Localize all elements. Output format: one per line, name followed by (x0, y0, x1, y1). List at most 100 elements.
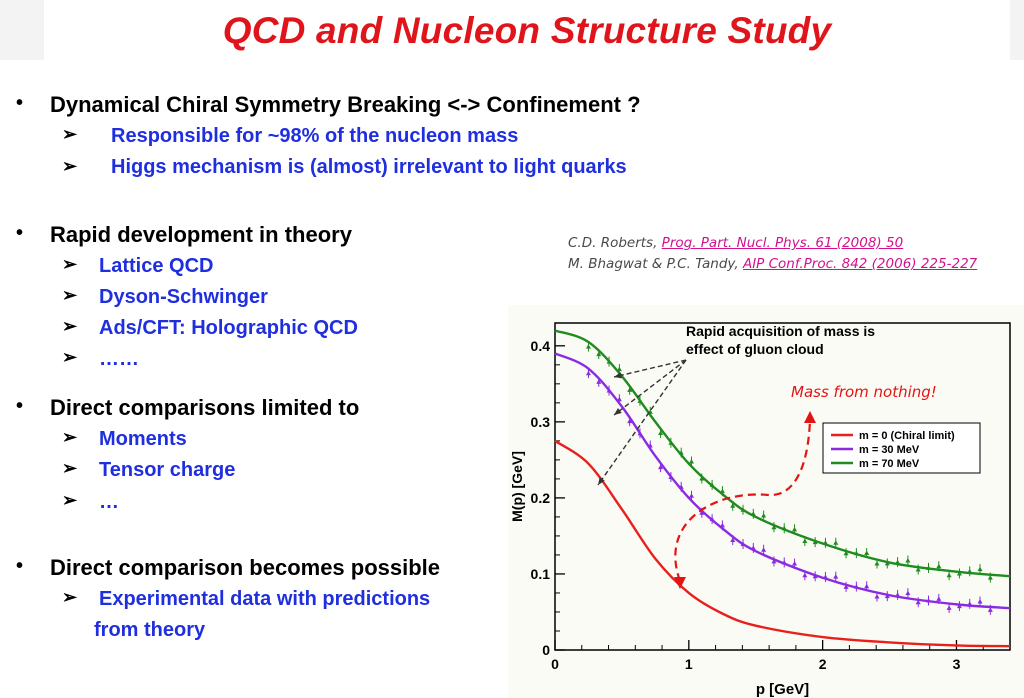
data-point-marker (730, 503, 736, 508)
data-point-marker (750, 511, 756, 516)
data-point-marker (864, 550, 870, 556)
data-point-marker (658, 430, 664, 435)
data-point-marker (668, 474, 674, 480)
sub-item-continuation: from theory (94, 619, 206, 641)
data-point-marker (596, 351, 602, 357)
reference-line: C.D. Roberts, Prog. Part. Nucl. Phys. 61… (568, 235, 904, 251)
bullet-text: Direct comparison becomes possible (50, 555, 441, 580)
reference-link[interactable]: AIP Conf.Proc. 842 (2006) 225-227 (742, 256, 978, 272)
series-line-m0 (554, 439, 1011, 648)
sub-item: Higgs mechanism is (almost) irrelevant t… (111, 156, 627, 178)
data-point-marker (802, 572, 808, 578)
data-point-marker (853, 550, 859, 556)
data-point-marker (967, 601, 973, 606)
mass-function-chart: 0 0.1 0.2 0.3 0.4 0 1 2 3 p [GeV] M(p) [GeV] m = 0 … (508, 305, 1024, 698)
callout-arrowhead (614, 372, 622, 379)
bullet-text: Dynamical Chiral Symmetry Breaking <-> C… (50, 92, 641, 117)
data-point-marker (792, 561, 798, 566)
arrow-bullet-icon: ➢ (62, 347, 78, 367)
data-point-marker (905, 557, 911, 563)
data-point-marker (822, 540, 828, 545)
data-point-marker (761, 512, 767, 518)
data-point-marker (585, 370, 591, 376)
x-tick-label: 1 (685, 656, 693, 672)
data-point-marker (668, 440, 674, 445)
callout-text: Rapid acquisition of mass is (686, 323, 875, 339)
data-point-marker (802, 538, 808, 544)
arrow-bullet-icon: ➢ (62, 587, 78, 607)
x-tick-label: 2 (819, 656, 827, 672)
callout-arrowhead (598, 477, 605, 485)
data-point-marker (874, 594, 880, 599)
callout-arrowhead (614, 408, 622, 415)
data-point-marker (884, 560, 890, 566)
mass-from-nothing-annotation: Mass from nothing! (791, 383, 937, 401)
data-point-marker (967, 568, 973, 574)
data-point-marker (884, 593, 890, 599)
data-point-marker (915, 566, 921, 572)
reference-link[interactable]: Prog. Part. Nucl. Phys. 61 (2008) 50 (661, 235, 904, 251)
data-point-marker (730, 537, 736, 543)
data-point-marker (895, 592, 901, 597)
arrow-bullet-icon: ➢ (62, 254, 78, 274)
arrow-bullet-icon: ➢ (62, 427, 78, 447)
bullet-direct-comparison-possible: • Direct comparison becomes possible (16, 555, 441, 581)
sub-item: Responsible for ~98% of the nucleon mass (111, 125, 519, 147)
bullet-direct-comparisons: • Direct comparisons limited to (16, 395, 360, 421)
data-point-marker (812, 539, 818, 545)
data-point-marker (699, 510, 705, 515)
bullet-dot-icon: • (16, 395, 24, 417)
arrow-bullet-icon: ➢ (62, 458, 78, 478)
callout-arrow (597, 359, 687, 486)
data-point-marker (689, 493, 694, 498)
data-point-marker (719, 522, 725, 528)
data-point-marker (647, 443, 653, 448)
sub-item: … (99, 491, 119, 513)
x-tick-label: 0 (551, 656, 559, 672)
callout-arrow (613, 359, 687, 416)
arrow-bullet-icon: ➢ (62, 124, 78, 144)
data-point-marker (822, 574, 828, 579)
sub-item: …… (99, 348, 139, 370)
data-point-marker (761, 547, 767, 552)
data-point-marker (606, 359, 612, 364)
data-point-marker (987, 607, 993, 612)
data-point-marker (606, 388, 612, 393)
bullet-dot-icon: • (16, 222, 24, 244)
x-tick-label: 3 (953, 656, 961, 672)
mass-arrowhead-top (804, 411, 816, 423)
legend-label: m = 30 MeV (859, 444, 920, 456)
chart-svg: 0 0.1 0.2 0.3 0.4 0 1 2 3 p [GeV] M(p) [GeV] m = 0 … (509, 322, 1011, 698)
data-point-marker (843, 550, 849, 556)
data-point-marker (792, 526, 798, 532)
arrow-bullet-icon: ➢ (62, 490, 78, 510)
callout-arrow (613, 359, 687, 378)
data-point-marker (915, 599, 921, 605)
data-point-marker (926, 565, 932, 570)
y-tick-label: 0 (542, 642, 550, 658)
sub-item: Dyson-Schwinger (99, 286, 268, 308)
data-point-marker (833, 540, 839, 545)
legend-label: m = 0 (Chiral limit) (859, 430, 955, 442)
data-point-marker (895, 559, 901, 565)
data-point-marker (812, 573, 818, 579)
data-point-marker (987, 575, 993, 580)
data-point-marker (853, 584, 859, 589)
bullet-dot-icon: • (16, 92, 24, 114)
legend-label: m = 70 MeV (859, 458, 920, 470)
series-line-m30 (554, 352, 1011, 610)
bullet-text: Direct comparisons limited to (50, 395, 360, 420)
data-point-marker (771, 558, 777, 564)
data-point-marker (926, 598, 932, 603)
plot-frame (554, 322, 1011, 651)
slide-title: QCD and Nucleon Structure Study (222, 10, 832, 51)
bullet-rapid-development: • Rapid development in theory (16, 222, 352, 248)
sub-item: Moments (99, 428, 187, 450)
sub-item: Experimental data with predictions (99, 588, 431, 610)
data-point-marker (627, 418, 633, 424)
data-point-marker (936, 563, 942, 569)
x-axis-label: p [GeV] (756, 681, 809, 698)
data-point-marker (585, 344, 591, 349)
data-point-marker (771, 524, 777, 530)
data-point-marker (977, 598, 983, 604)
